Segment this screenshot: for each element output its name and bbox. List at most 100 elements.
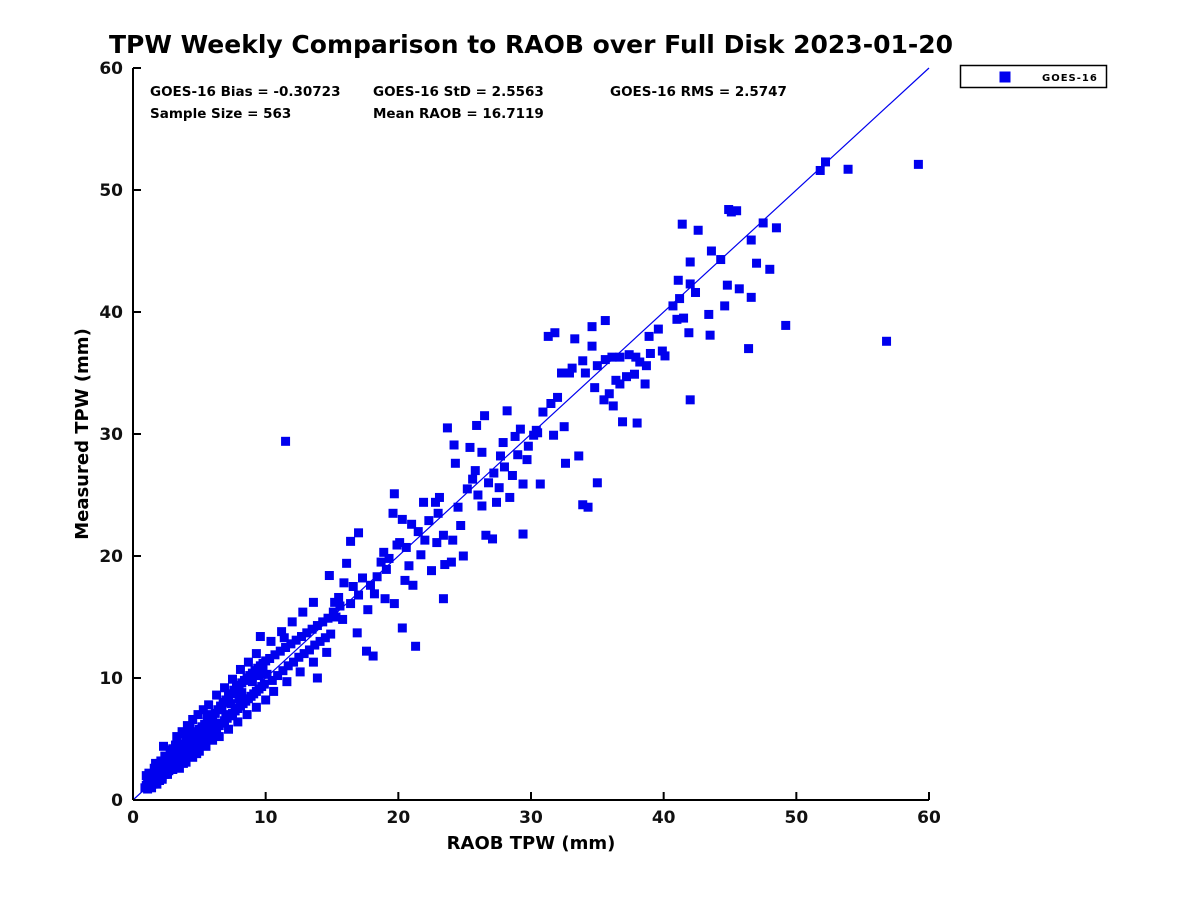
scatter-point [624,350,634,360]
scatter-point [495,451,505,461]
scatter-point [679,313,689,323]
scatter-point [397,514,407,524]
scatter-point [726,207,736,217]
scatter-point [346,536,356,546]
y-tick-label: 10 [99,669,123,689]
scatter-point [600,316,610,326]
stat-mean-raob: Mean RAOB = 16.7119 [373,106,544,122]
scatter-point [381,564,391,574]
scatter-point [159,741,169,751]
scatter-point [567,363,577,373]
scatter-point [913,159,923,169]
scatter-point [365,580,375,590]
stat-std: GOES-16 StD = 2.5563 [373,84,544,100]
scatter-point [580,368,590,378]
scatter-point [821,157,831,167]
scatter-point [295,667,305,677]
scatter-point [262,669,272,679]
scatter-point [411,641,421,651]
scatter-point [507,470,517,480]
y-tick-label: 30 [99,425,123,445]
scatter-point [298,607,308,617]
scatter-point [220,683,230,693]
scatter-point [228,674,237,684]
scatter-point [259,679,269,689]
scatter-point [233,717,243,727]
scatter-point [184,743,194,753]
scatter-point [354,590,364,600]
scatter-point [197,732,207,742]
scatter-point [660,351,670,361]
x-tick-label: 10 [254,808,278,828]
scatter-point [644,331,654,341]
scatter-point [266,636,276,646]
scatter-point [446,557,456,567]
scatter-point [361,646,371,656]
scatter-point [168,765,178,774]
scatter-point [600,355,610,365]
x-axis-label: RAOB TPW (mm) [447,833,616,854]
scatter-point [278,666,288,676]
scatter-point [592,361,602,371]
legend-marker-icon [999,71,1011,83]
scatter-point [335,601,345,611]
scatter-point [147,783,157,793]
scatter-point [328,607,338,617]
scatter-point [174,763,184,773]
scatter-point [413,527,423,537]
scatter-point [550,328,560,338]
y-tick-label: 60 [99,59,123,79]
scatter-point [397,623,407,633]
scatter-point [201,741,211,751]
scatter-point [716,255,726,265]
scatter-point [691,287,701,297]
scatter-point [279,633,289,643]
scatter-point [322,647,332,657]
scatter-point [498,438,508,448]
scatter-point [599,395,609,405]
scatter-point [352,628,362,638]
scatter-point [473,490,483,500]
scatter-point [734,284,744,294]
scatter-point [781,320,791,330]
scatter-point [433,508,443,518]
axes [132,67,930,801]
scatter-point [324,571,334,581]
scatter-point [587,322,597,332]
scatter-point [635,357,645,367]
scatter-point [705,330,715,340]
scatter-point [607,352,617,362]
scatter-point [400,575,410,585]
scatter-point [407,519,417,529]
scatter-point [289,657,299,667]
scatter-point [235,664,245,674]
scatter-point [277,627,287,637]
scatter-point [261,695,271,705]
scatter-point [685,395,695,405]
scatter-point [752,258,762,268]
scatter-point [342,558,352,568]
scatter-point [323,613,333,623]
legend: GOES-16 [959,64,1108,89]
scatter-point [629,369,639,379]
scatter-point [267,675,277,685]
scatter-point [677,219,687,229]
scatter-point [583,502,593,512]
scatter-point [673,275,683,285]
scatter-point [771,223,781,233]
y-axis-label: Measured TPW (mm) [72,328,93,540]
scatter-point [618,417,628,427]
scatter-point [744,344,754,354]
scatter-point [732,206,742,216]
scatter-point [448,535,458,545]
scatter-point [354,528,364,538]
scatter-point [368,651,378,661]
scatter-point [339,578,349,588]
scatter-point [458,551,468,561]
scatter-point [640,379,650,389]
scatter-point [843,164,853,174]
scatter-point [304,645,314,655]
scatter-point [615,379,625,389]
scatter-point [765,264,775,274]
